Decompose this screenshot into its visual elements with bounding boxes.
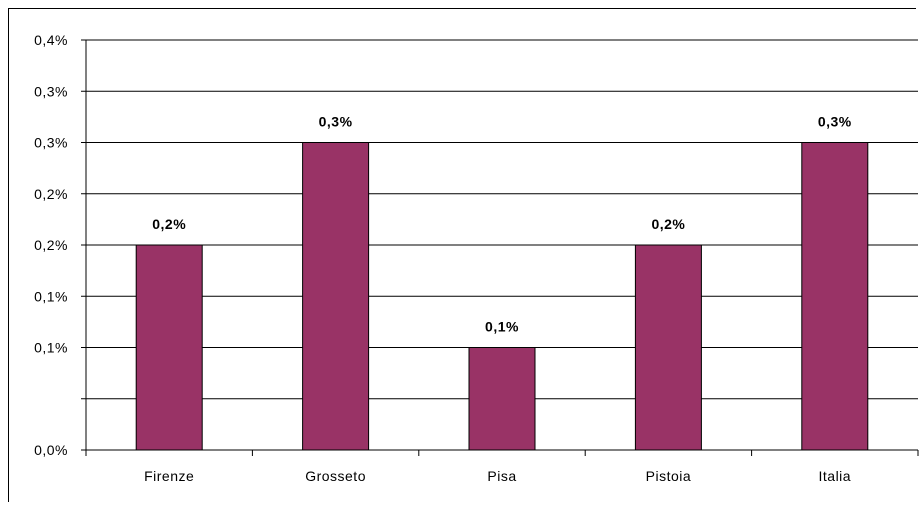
- y-tick-label: 0,1%: [34, 288, 68, 304]
- data-label: 0,2%: [152, 216, 186, 232]
- x-tick-label: Grosseto: [305, 468, 366, 484]
- bar: [135, 244, 203, 451]
- y-tick-label: 0,3%: [34, 135, 68, 151]
- x-tick-label: Italia: [819, 468, 852, 484]
- x-tick-label: Pisa: [487, 468, 516, 484]
- x-tick-label: Firenze: [144, 468, 194, 484]
- data-label: 0,3%: [319, 114, 353, 130]
- bar: [634, 244, 702, 451]
- data-label: 0,2%: [651, 216, 685, 232]
- data-label: 0,1%: [485, 319, 519, 335]
- y-tick-label: 0,2%: [34, 186, 68, 202]
- bar: [302, 142, 370, 451]
- data-label: 0,3%: [818, 114, 852, 130]
- y-tick-label: 0,1%: [34, 340, 68, 356]
- bar: [801, 142, 869, 451]
- y-tick-label: 0,0%: [34, 442, 68, 458]
- chart-frame: [8, 8, 916, 502]
- bar: [468, 347, 536, 451]
- y-tick-label: 0,3%: [34, 83, 68, 99]
- x-tick-label: Pistoia: [646, 468, 692, 484]
- y-tick-label: 0,4%: [34, 32, 68, 48]
- y-tick-label: 0,2%: [34, 237, 68, 253]
